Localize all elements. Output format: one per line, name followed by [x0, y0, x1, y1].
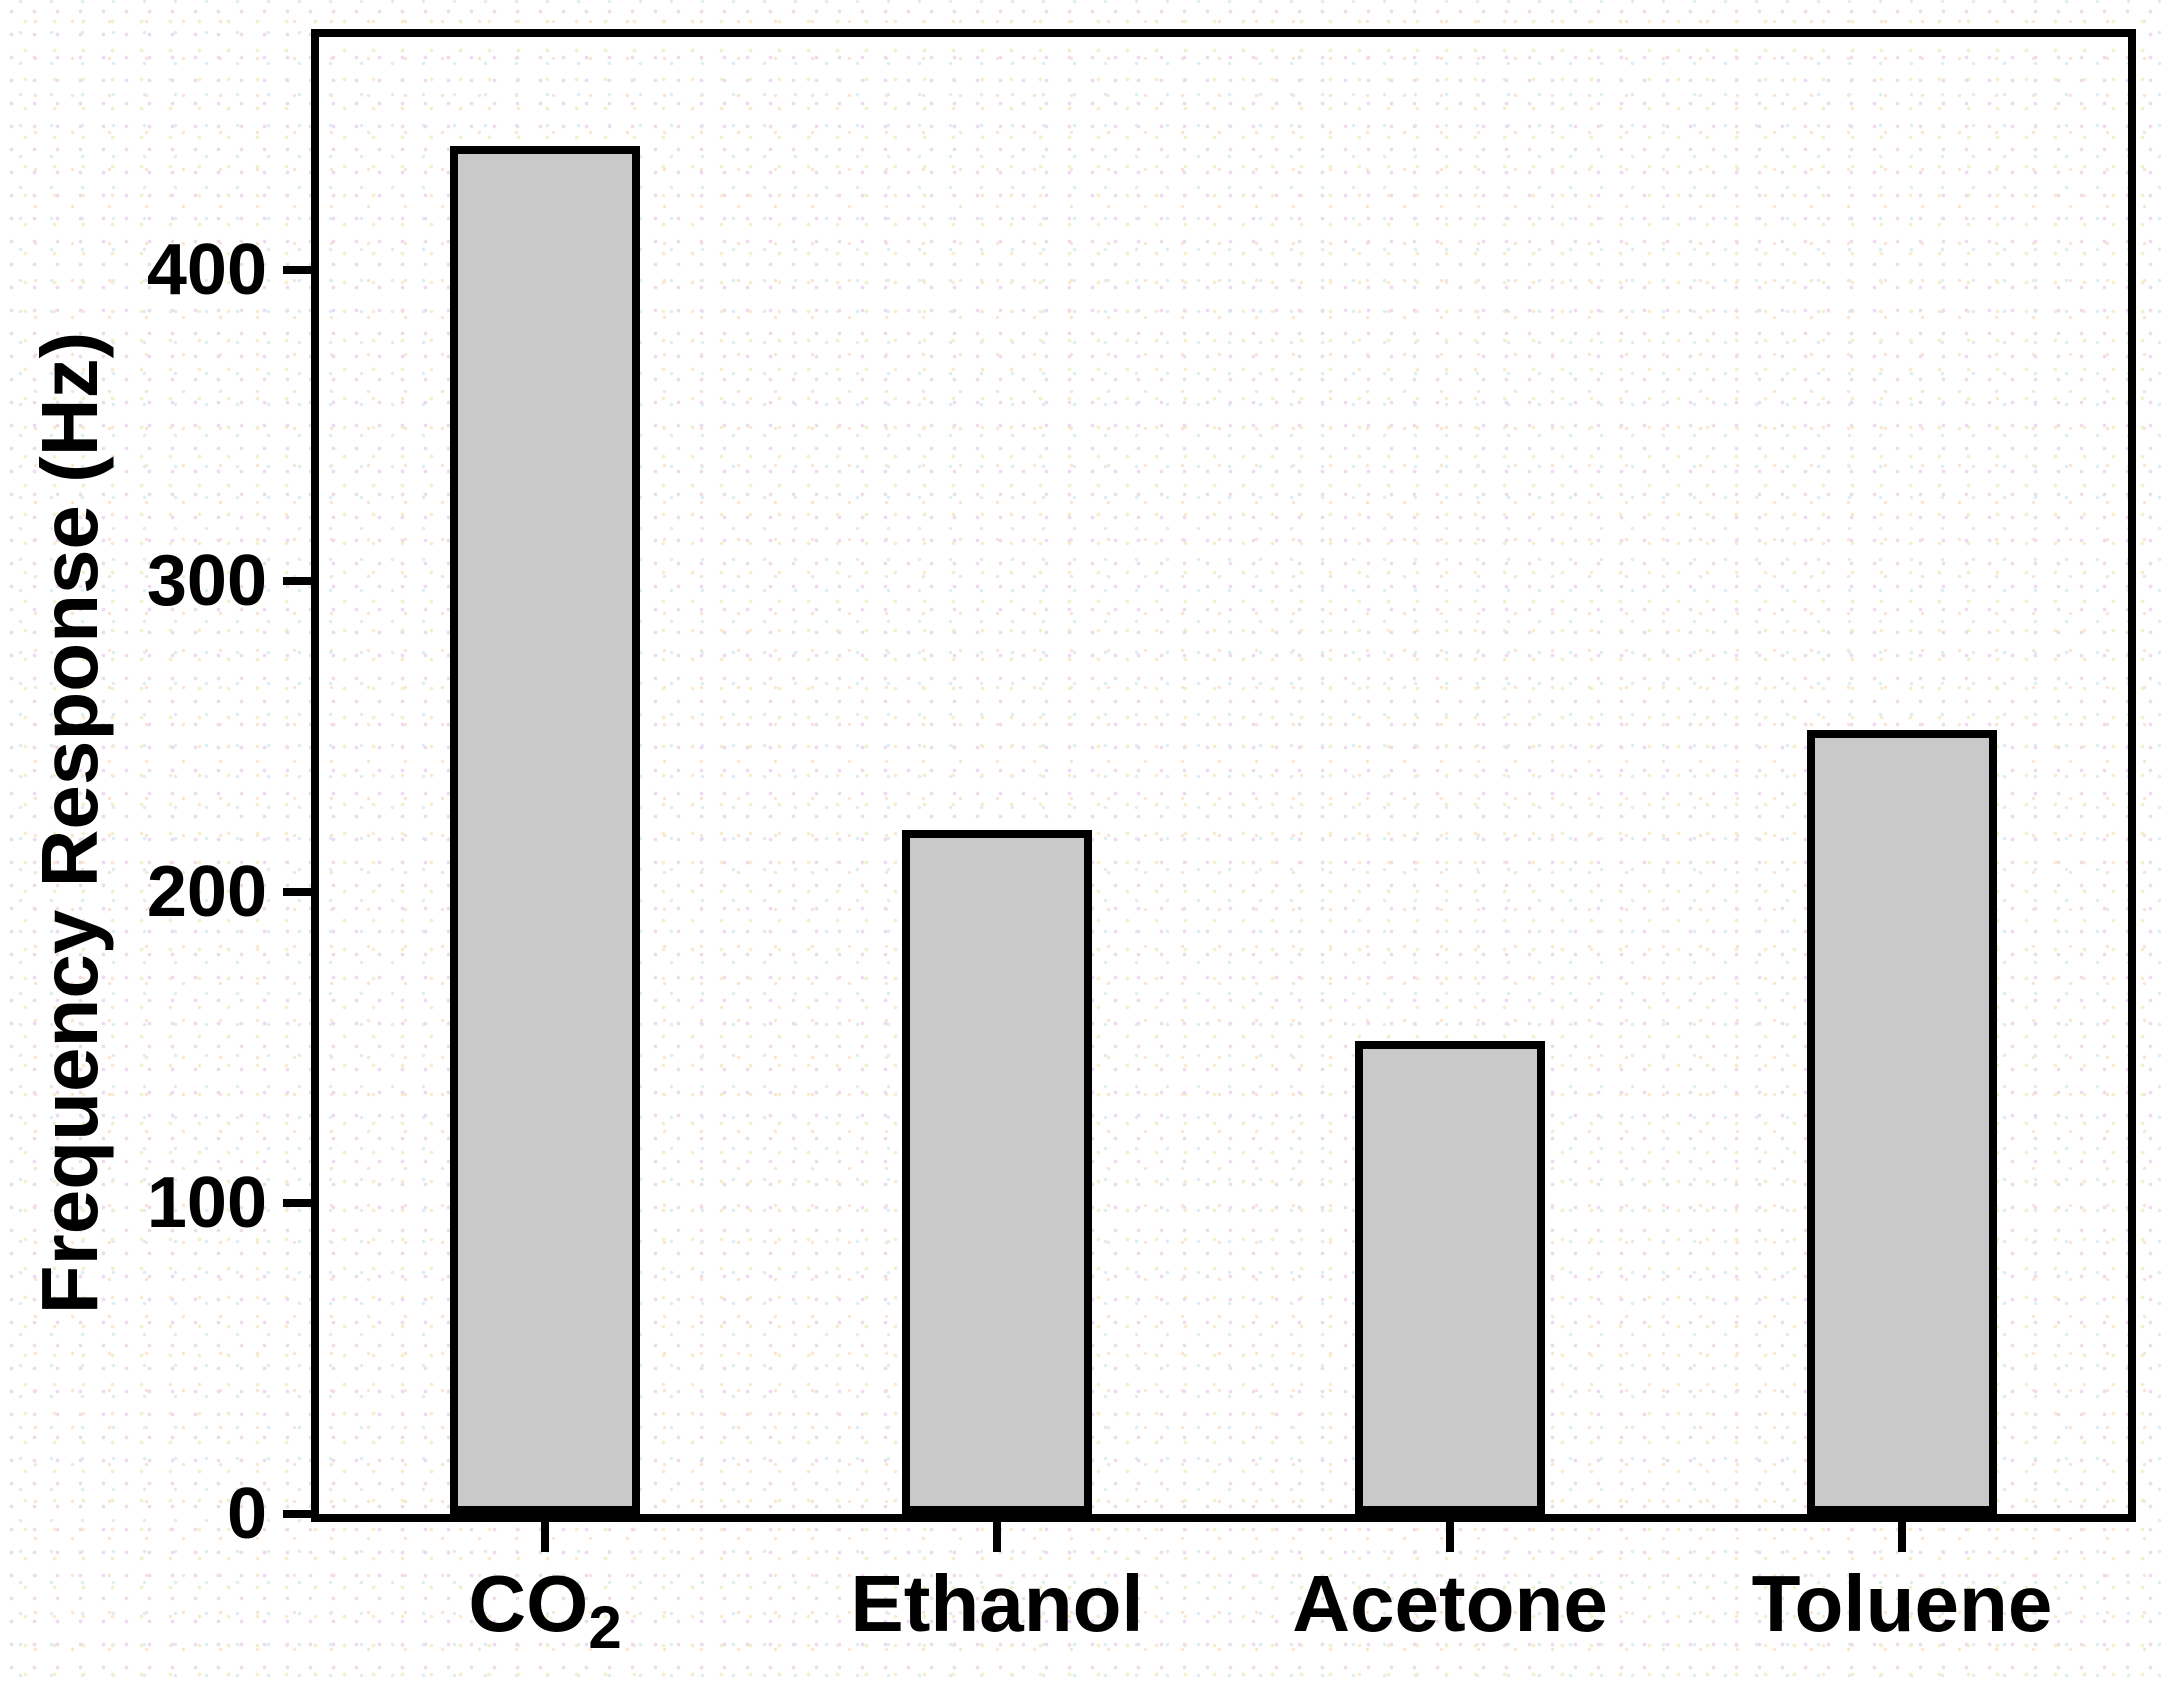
- y-tick-400: [283, 266, 311, 274]
- x-category-label-subscript: 2: [588, 1593, 622, 1661]
- bar-co2: [450, 146, 640, 1514]
- x-category-label-toluene: Toluene: [1752, 1564, 2053, 1644]
- x-category-label-main: CO: [468, 1559, 589, 1648]
- x-tick-acetone: [1446, 1522, 1454, 1552]
- y-tick-300: [283, 577, 311, 585]
- y-tick-label-200: 200: [146, 852, 267, 932]
- y-tick-label-300: 300: [146, 541, 267, 621]
- x-tick-toluene: [1898, 1522, 1906, 1552]
- x-tick-ethanol: [993, 1522, 1001, 1552]
- bar-toluene: [1807, 730, 1997, 1514]
- y-tick-label-400: 400: [146, 230, 267, 310]
- x-category-label-ethanol: Ethanol: [850, 1564, 1143, 1644]
- x-category-label-main: Ethanol: [850, 1559, 1144, 1648]
- x-category-label-main: Acetone: [1292, 1559, 1608, 1648]
- x-category-label-main: Toluene: [1751, 1559, 2053, 1648]
- x-category-label-co2: CO2: [468, 1564, 621, 1658]
- y-tick-0: [283, 1510, 311, 1518]
- plot-area: [311, 29, 2136, 1522]
- y-tick-100: [283, 1199, 311, 1207]
- y-tick-200: [283, 888, 311, 896]
- bar-ethanol: [902, 830, 1092, 1514]
- x-tick-co2: [541, 1522, 549, 1552]
- x-category-label-acetone: Acetone: [1292, 1564, 1608, 1644]
- y-tick-label-0: 0: [226, 1474, 267, 1554]
- bars-layer: [319, 37, 2128, 1514]
- y-tick-label-100: 100: [146, 1163, 267, 1243]
- bar-acetone: [1355, 1041, 1545, 1514]
